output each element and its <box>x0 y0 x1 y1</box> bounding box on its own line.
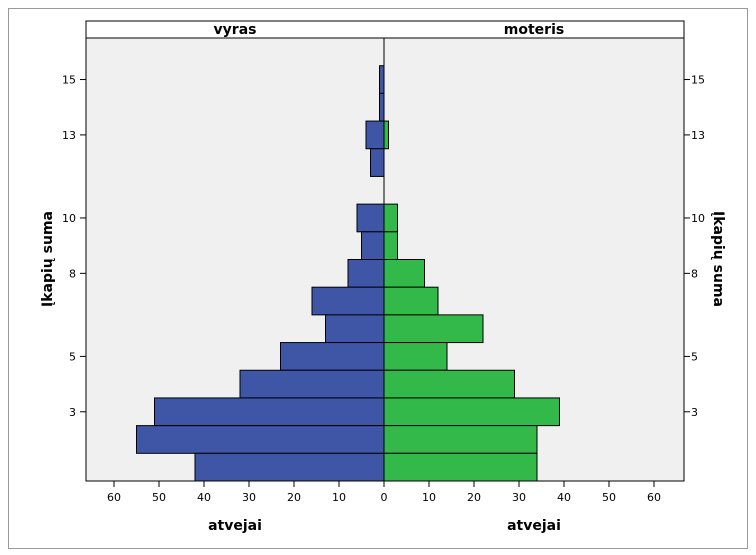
x-tick-label: 10 <box>422 491 436 504</box>
x-tick-label: 0 <box>381 491 388 504</box>
x-ticks: 60 50 40 30 20 10 0 10 20 30 40 50 60 <box>107 481 661 504</box>
x-tick-label: 40 <box>197 491 211 504</box>
x-tick-label: 20 <box>467 491 481 504</box>
panel-header <box>85 20 685 39</box>
x-tick-label: 50 <box>152 491 166 504</box>
y-tick-label-left: 8 <box>69 267 76 280</box>
x-tick-label: 30 <box>512 491 526 504</box>
y-tick-label-right: 15 <box>691 74 705 87</box>
x-tick-label: 60 <box>107 491 121 504</box>
female-bar-6 <box>383 314 484 344</box>
y-ticks-right: 15 13 10 8 5 3 <box>684 74 705 419</box>
x-axis-title-female: atvejai <box>507 518 561 534</box>
x-tick-label: 50 <box>602 491 616 504</box>
y-tick-label-left: 15 <box>62 74 76 87</box>
female-bar-1 <box>383 452 538 482</box>
male-bar-10 <box>356 203 385 233</box>
panel-title-female: moteris <box>504 22 564 38</box>
male-bar-2 <box>136 425 385 454</box>
male-bar-8 <box>347 259 385 288</box>
x-tick-label: 40 <box>557 491 571 504</box>
male-bar-13 <box>365 120 385 150</box>
x-tick-label: 20 <box>287 491 301 504</box>
y-ticks-left: 15 13 10 8 5 3 <box>62 74 86 419</box>
male-bar-14 <box>379 92 385 122</box>
female-bar-5 <box>383 342 448 371</box>
male-bar-6 <box>325 314 385 344</box>
x-axis-title-male: atvejai <box>208 518 262 534</box>
bars-group <box>136 65 560 482</box>
male-bar-7 <box>311 286 385 316</box>
panel-title-male: vyras <box>214 22 257 38</box>
y-tick-label-right: 10 <box>691 212 705 225</box>
y-tick-label-right: 13 <box>691 129 705 142</box>
x-tick-label: 30 <box>242 491 256 504</box>
female-bar-3 <box>383 397 560 427</box>
y-tick-label-right: 5 <box>691 350 698 363</box>
female-bar-2 <box>383 425 538 454</box>
y-tick-label-left: 5 <box>69 350 76 363</box>
female-bar-13 <box>383 120 389 150</box>
male-bar-3 <box>154 397 385 427</box>
female-bar-8 <box>383 259 425 288</box>
y-axis-title-right: Įkapių suma <box>710 211 726 307</box>
y-tick-label-right: 3 <box>691 406 698 419</box>
female-bar-9 <box>383 231 398 260</box>
male-bar-15 <box>379 65 385 94</box>
x-tick-label: 10 <box>332 491 346 504</box>
y-tick-label-left: 10 <box>62 212 76 225</box>
male-bar-4 <box>239 369 385 399</box>
female-bar-4 <box>383 369 515 399</box>
y-tick-label-left: 13 <box>62 129 76 142</box>
y-tick-label-right: 8 <box>691 267 698 280</box>
male-bar-1 <box>194 452 385 482</box>
y-axis-title-left: Įkapių suma <box>40 211 56 307</box>
y-tick-label-left: 3 <box>69 406 76 419</box>
female-bar-10 <box>383 203 398 233</box>
female-bar-7 <box>383 286 439 316</box>
x-tick-label: 60 <box>647 491 661 504</box>
male-bar-9 <box>361 231 385 260</box>
male-bar-5 <box>280 342 385 371</box>
male-bar-12 <box>370 148 385 177</box>
